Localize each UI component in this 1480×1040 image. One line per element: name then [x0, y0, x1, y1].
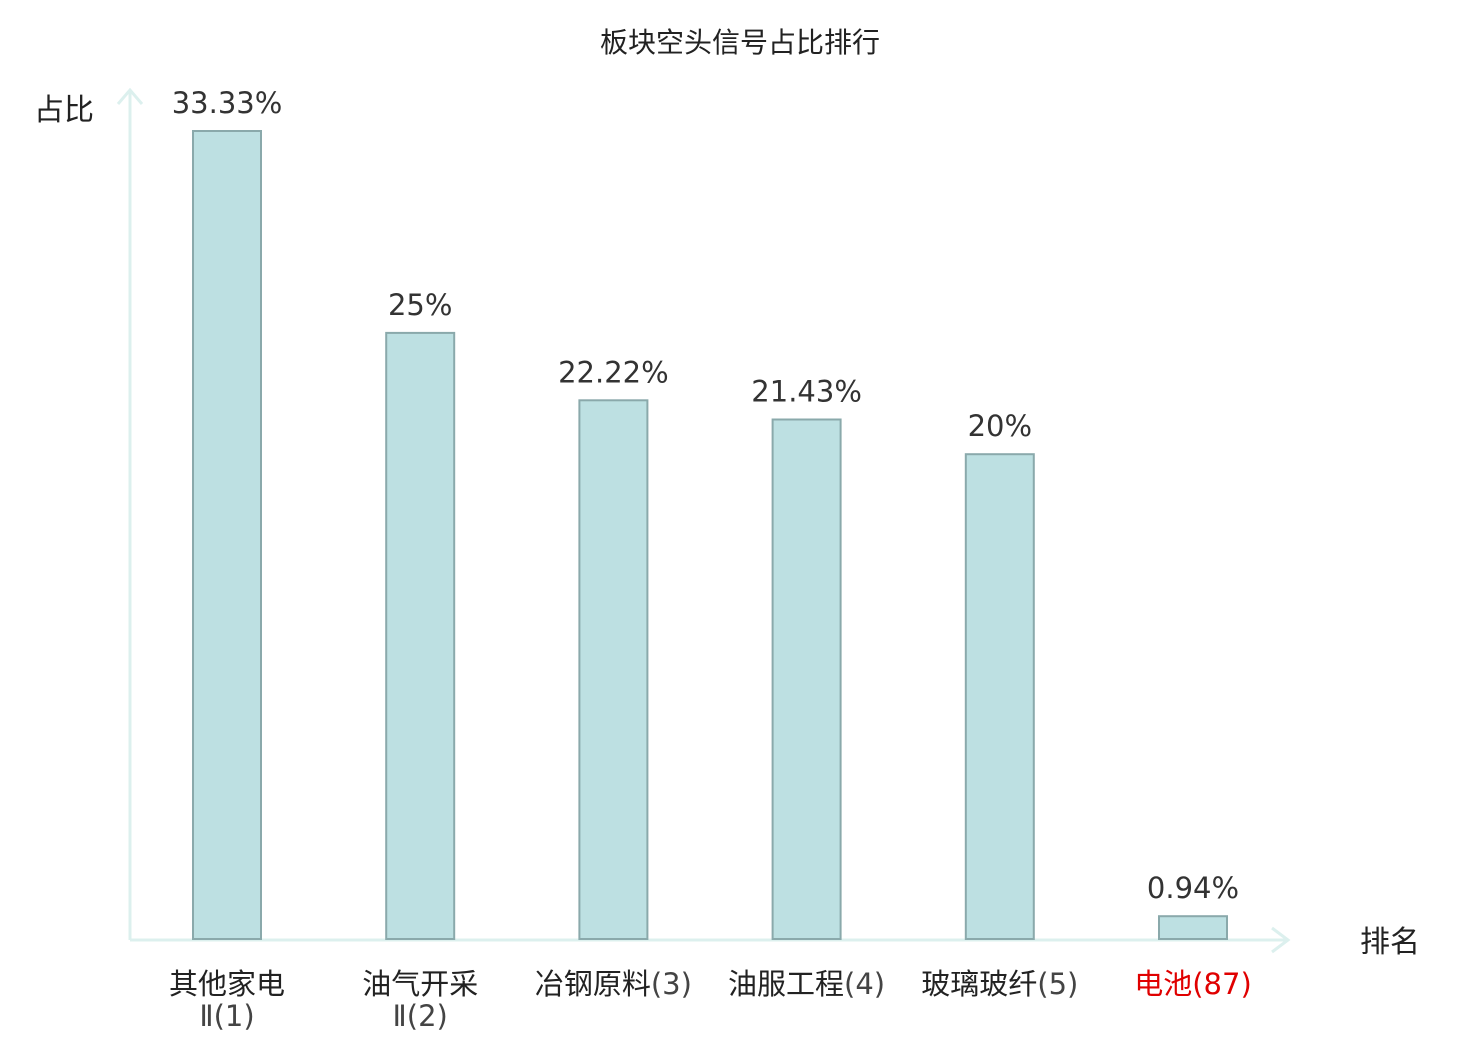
category-rank-2: Ⅱ(2): [393, 999, 448, 1033]
bar-4: [771, 418, 842, 940]
category-label-3: 冶钢原料(3): [535, 967, 692, 1001]
value-label-1: 33.33%: [172, 86, 283, 120]
bar-5: [964, 453, 1035, 940]
chart-title: 板块空头信号占比排行: [600, 26, 880, 59]
category-rank-6: (87): [1192, 967, 1252, 1001]
bar-6: [1158, 915, 1228, 941]
category-name-5: 玻璃玻纤: [921, 967, 1037, 1001]
category-label-5: 玻璃玻纤(5): [921, 967, 1078, 1001]
bar-1: [192, 130, 262, 940]
value-label-5: 20%: [968, 409, 1032, 443]
category-rank-1: Ⅱ(1): [199, 999, 254, 1033]
x-axis-label: 排名: [1360, 925, 1420, 960]
bars: [192, 130, 1228, 941]
value-label-4: 21.43%: [751, 375, 862, 409]
value-labels: 33.33% 25% 22.22% 21.43% 20% 0.94%: [172, 86, 1239, 905]
category-label-2: 油气开采: [362, 967, 478, 1001]
category-rank-5: (5): [1037, 967, 1078, 1001]
value-label-2: 25%: [388, 288, 452, 322]
y-axis-arrow-icon: [116, 87, 144, 105]
x-axis-arrow-icon: [1271, 926, 1291, 954]
axes: [116, 87, 1291, 954]
value-label-6: 0.94%: [1147, 871, 1239, 905]
category-name-6: 电池: [1134, 967, 1192, 1001]
category-label-4: 油服工程(4): [728, 967, 885, 1001]
bar-3: [578, 399, 649, 940]
category-name-3: 冶钢原料: [535, 967, 651, 1001]
bar-2: [385, 331, 456, 940]
category-label-6: 电池(87): [1134, 967, 1252, 1001]
category-rank-4: (4): [844, 967, 885, 1001]
category-label-1: 其他家电: [169, 967, 285, 1001]
value-label-3: 22.22%: [558, 355, 669, 389]
category-rank-3: (3): [651, 967, 692, 1001]
category-name-4: 油服工程: [728, 967, 844, 1001]
y-axis-label: 占比: [34, 93, 94, 128]
